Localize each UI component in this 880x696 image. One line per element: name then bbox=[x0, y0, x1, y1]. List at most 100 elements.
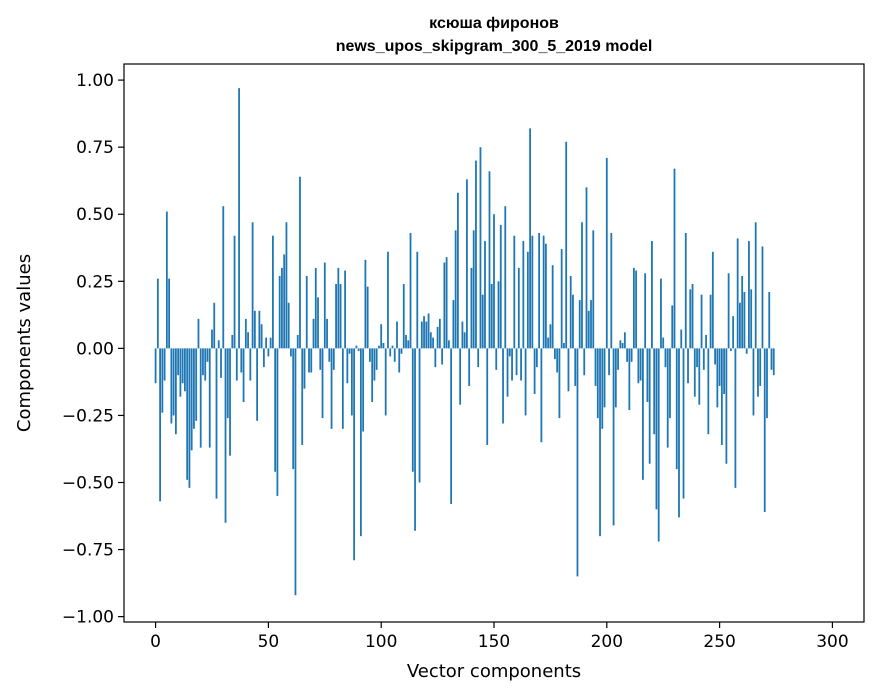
bar-121 bbox=[427, 313, 430, 349]
bar-56 bbox=[281, 267, 283, 349]
bar-173 bbox=[544, 243, 547, 349]
bar-224 bbox=[660, 278, 662, 349]
bar-143 bbox=[477, 348, 480, 368]
bar-198 bbox=[601, 348, 604, 429]
bar-186 bbox=[574, 348, 577, 386]
y-tick-label: 0.50 bbox=[76, 205, 114, 225]
bar-101 bbox=[382, 343, 385, 349]
bar-263 bbox=[748, 241, 750, 349]
bar-194 bbox=[592, 230, 595, 349]
bar-46 bbox=[258, 310, 261, 349]
bar-104 bbox=[389, 348, 392, 357]
bar-27 bbox=[215, 348, 218, 499]
bar-0 bbox=[154, 348, 157, 384]
y-tick-label: −0.25 bbox=[62, 406, 114, 426]
bar-97 bbox=[373, 348, 376, 381]
bar-113 bbox=[409, 233, 412, 349]
bar-257 bbox=[734, 348, 737, 488]
bar-20 bbox=[199, 348, 202, 448]
bar-124 bbox=[434, 348, 437, 368]
bar-184 bbox=[569, 275, 572, 349]
bar-28 bbox=[217, 340, 220, 349]
bar-9 bbox=[174, 348, 177, 435]
bar-33 bbox=[229, 348, 231, 456]
bar-34 bbox=[231, 334, 234, 349]
bar-192 bbox=[587, 310, 590, 349]
bar-133 bbox=[454, 230, 457, 349]
bar-62 bbox=[294, 348, 297, 596]
bar-75 bbox=[323, 262, 326, 349]
bar-222 bbox=[655, 348, 658, 510]
bar-32 bbox=[226, 348, 229, 419]
bar-227 bbox=[666, 348, 669, 448]
bar-138 bbox=[466, 179, 468, 349]
bar-57 bbox=[283, 254, 286, 349]
bar-69 bbox=[310, 348, 313, 373]
bar-269 bbox=[761, 246, 764, 349]
bar-5 bbox=[165, 211, 168, 349]
bar-201 bbox=[608, 348, 610, 376]
bar-156 bbox=[506, 348, 509, 397]
bar-193 bbox=[590, 300, 592, 349]
bar-185 bbox=[572, 294, 574, 349]
bar-242 bbox=[700, 294, 703, 349]
bar-105 bbox=[391, 345, 394, 349]
bar-255 bbox=[729, 348, 732, 352]
bar-174 bbox=[547, 337, 550, 349]
bar-251 bbox=[720, 348, 723, 445]
x-axis-ticks: 0 50 100 150 200 250 300 bbox=[150, 622, 849, 652]
bar-128 bbox=[443, 262, 446, 349]
bar-241 bbox=[698, 348, 701, 405]
bar-180 bbox=[560, 249, 563, 349]
bar-234 bbox=[682, 348, 685, 499]
x-tick-label: 150 bbox=[478, 632, 510, 652]
bar-228 bbox=[669, 348, 671, 419]
bar-233 bbox=[680, 329, 683, 349]
bar-172 bbox=[542, 235, 545, 349]
bar-132 bbox=[452, 300, 455, 349]
bar-120 bbox=[425, 321, 428, 349]
bar-135 bbox=[459, 348, 462, 405]
bar-81 bbox=[337, 267, 340, 349]
chart-subtitle: news_upos_skipgram_300_5_2019 model bbox=[336, 38, 653, 55]
bar-159 bbox=[513, 235, 516, 349]
bar-22 bbox=[204, 348, 207, 381]
bar-163 bbox=[522, 241, 525, 349]
bar-183 bbox=[567, 348, 570, 392]
y-tick-label: −0.75 bbox=[62, 541, 114, 561]
y-tick-label: −0.50 bbox=[62, 474, 114, 494]
bar-58 bbox=[285, 222, 288, 349]
bar-248 bbox=[714, 348, 716, 365]
bar-238 bbox=[691, 283, 694, 349]
bar-141 bbox=[472, 230, 475, 349]
bar-250 bbox=[718, 348, 721, 386]
bar-67 bbox=[305, 275, 308, 349]
bar-171 bbox=[540, 348, 543, 443]
bar-48 bbox=[262, 348, 265, 368]
bar-18 bbox=[195, 348, 198, 421]
bar-21 bbox=[202, 348, 204, 376]
bar-12 bbox=[181, 348, 184, 384]
x-tick-label: 250 bbox=[703, 632, 735, 652]
bar-206 bbox=[619, 340, 622, 349]
bar-92 bbox=[362, 348, 365, 432]
bar-99 bbox=[378, 345, 380, 349]
bar-207 bbox=[621, 343, 624, 349]
bar-31 bbox=[224, 348, 227, 523]
bar-260 bbox=[741, 275, 744, 349]
y-tick-label: 0.75 bbox=[76, 138, 114, 158]
bar-90 bbox=[357, 348, 360, 352]
bar-205 bbox=[617, 348, 619, 370]
bar-273 bbox=[770, 348, 773, 370]
bar-24 bbox=[208, 348, 211, 448]
bar-268 bbox=[759, 348, 762, 386]
bar-38 bbox=[240, 348, 243, 373]
bar-208 bbox=[623, 332, 626, 349]
bar-30 bbox=[222, 206, 225, 349]
bar-79 bbox=[332, 348, 335, 370]
bar-13 bbox=[184, 348, 186, 392]
bar-4 bbox=[163, 348, 166, 381]
bar-216 bbox=[642, 348, 644, 480]
bars-group bbox=[154, 88, 775, 596]
bar-162 bbox=[520, 348, 522, 381]
